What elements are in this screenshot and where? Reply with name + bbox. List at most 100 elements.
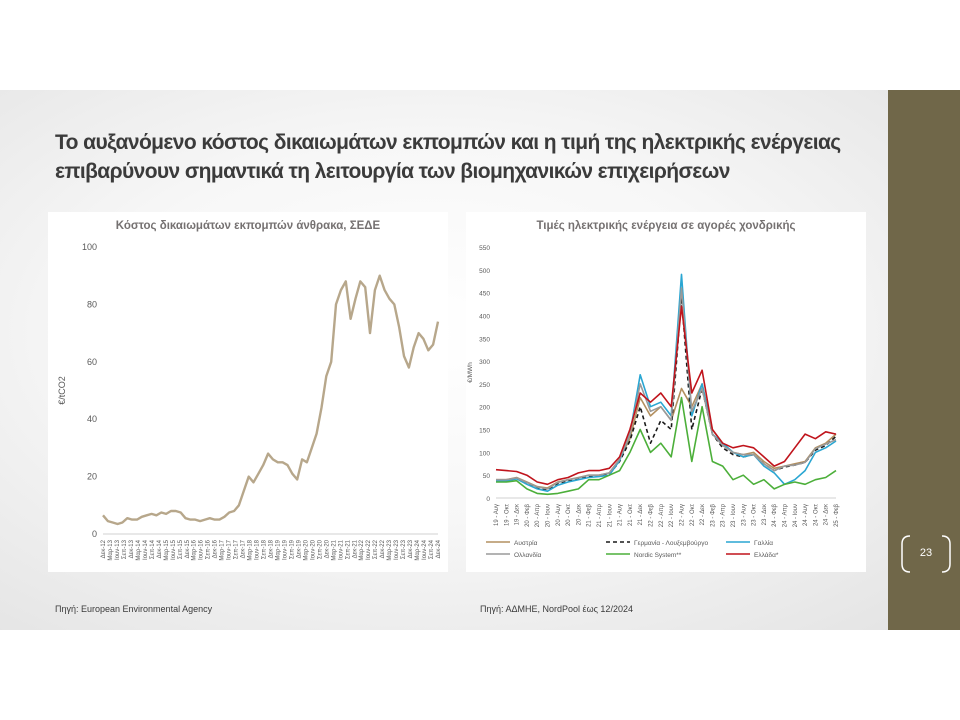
x-tick-label: Μαρ-17 [220, 539, 226, 560]
x-tick-label: 20 - Δεκ [576, 503, 582, 525]
y-tick-label: 40 [87, 414, 97, 424]
x-tick-label: Σεπ-20 [317, 539, 323, 559]
page-number: 23 [919, 547, 933, 559]
x-tick-label: Δεκ-14 [157, 539, 163, 558]
legend-label: Nordic System** [634, 552, 682, 559]
x-tick-label: 22 - Δεκ [700, 503, 706, 525]
x-tick-label: Ιουν-22 [366, 539, 372, 560]
x-tick-label: 24 - Οκτ [813, 503, 819, 526]
y-tick-label: 300 [479, 359, 490, 366]
x-tick-label: Μαρ-22 [359, 539, 365, 560]
y-tick-label: 150 [479, 428, 490, 435]
y-tick-label: 50 [483, 473, 491, 480]
x-tick-label: Σεπ-23 [401, 539, 407, 559]
x-tick-label: 24 - Αυγ [803, 504, 809, 526]
x-tick-label: 25 - Φεβ [834, 503, 840, 526]
x-tick-label: Σεπ-24 [429, 539, 435, 559]
x-tick-label: Μαρ-14 [136, 539, 142, 560]
x-tick-label: Ιουν-18 [255, 539, 261, 560]
x-tick-label: Δεκ-23 [408, 539, 414, 558]
y-tick-label: 250 [479, 382, 490, 389]
x-tick-label: 20 - Ιουν [546, 504, 552, 527]
x-tick-label: 21 - Απρ [597, 503, 603, 527]
x-tick-label: Μαρ-20 [303, 539, 309, 560]
x-tick-label: Δεκ-15 [185, 539, 191, 558]
legend-label: Γαλλία [754, 539, 773, 547]
legend-label: Ελλάδα* [754, 551, 779, 559]
x-tick-label: Σεπ-13 [122, 539, 128, 559]
x-tick-label: 23 - Δεκ [762, 503, 768, 525]
x-tick-label: Σεπ-19 [289, 539, 295, 559]
x-tick-label: 24 - Δεκ [824, 503, 830, 525]
x-tick-label: Ιουν-16 [199, 539, 205, 560]
x-tick-label: 19 - Δεκ [515, 503, 521, 525]
x-tick-label: 23 - Απρ [721, 503, 727, 527]
y-tick-label: 100 [479, 450, 490, 457]
y-tick-label: 200 [479, 405, 490, 412]
x-tick-label: Ιουν-21 [338, 539, 344, 560]
source-note-right: Πηγή: ΑΔΜΗΕ, NordPool έως 12/2024 [480, 604, 633, 614]
series-line-3 [496, 287, 837, 490]
series-line-5 [495, 305, 837, 486]
x-tick-label: Ιουν-19 [282, 539, 288, 560]
x-tick-label: Δεκ-21 [352, 539, 358, 558]
x-tick-label: Δεκ-12 [101, 539, 107, 558]
x-tick-label: 24 - Φεβ [772, 503, 778, 526]
x-tick-label: Μαρ-21 [331, 539, 337, 560]
x-tick-label: Δεκ-16 [213, 539, 219, 558]
x-tick-label: 20 - Οκτ [566, 503, 572, 526]
chart-title: Κόστος δικαιωμάτων εκπομπών άνθρακα, ΣΕΔ… [115, 220, 381, 232]
x-tick-label: 21 - Δεκ [638, 503, 644, 525]
x-tick-label: 20 - Απρ [535, 503, 541, 527]
x-tick-label: 22 - Οκτ [690, 503, 696, 526]
x-tick-label: Ιουν-17 [227, 539, 233, 560]
y-tick-label: 0 [92, 529, 97, 539]
series-line-4 [496, 396, 837, 496]
x-tick-label: 21 - Ιουν [607, 504, 613, 527]
y-axis-label: €/tCO2 [57, 376, 67, 405]
chart-canvas-wholesale-prices: 0 50 100 150 200 250 300 350 400 450 500 550 €/MWh 19… [467, 245, 840, 559]
x-tick-label: Ιουν-14 [143, 539, 149, 560]
y-axis-label: €/MWh [467, 362, 474, 383]
chart-emission-costs: Κόστος δικαιωμάτων εκπομπών άνθρακα, ΣΕΔ… [48, 212, 448, 572]
x-tick-label: 23 - Φεβ [710, 503, 716, 526]
y-tick-label: 500 [479, 268, 490, 275]
x-tick-label: 22 - Αυγ [679, 504, 685, 526]
legend-label: Γερμανία - Λουξεμβούργο [634, 539, 708, 547]
x-tick-label: Μαρ-15 [164, 539, 170, 560]
x-tick-label: Μαρ-13 [108, 539, 114, 560]
x-tick-label: 21 - Αυγ [618, 504, 624, 526]
x-tick-label: Ιουν-24 [422, 539, 428, 560]
y-tick-label: 450 [479, 291, 490, 298]
x-tick-label: Ιουν-15 [171, 539, 177, 560]
series-line-0 [102, 274, 440, 526]
x-tick-label: Σεπ-22 [373, 539, 379, 559]
y-tick-label: 80 [87, 299, 97, 309]
x-tick-label: 20 - Φεβ [525, 503, 531, 526]
page-title: Το αυξανόμενο κόστος δικαιωμάτων εκπομπώ… [55, 131, 841, 183]
legend-label: Ολλανδία [514, 551, 542, 559]
page-number-bracket [901, 535, 951, 573]
source-note-left: Πηγή: European Environmental Agency [55, 604, 213, 614]
x-tick-label: Σεπ-18 [262, 539, 268, 559]
slide: Το αυξανόμενο κόστος δικαιωμάτων εκπομπώ… [0, 90, 960, 630]
x-tick-label: Ιουν-13 [115, 539, 121, 560]
x-tick-label: Δεκ-17 [241, 539, 247, 558]
x-tick-label: Ιουν-20 [310, 539, 316, 560]
x-tick-label: Μαρ-24 [415, 539, 421, 560]
chart-title: Τιμές ηλεκτρικής ενέργεια σε αγορές χονδ… [536, 220, 796, 232]
y-tick-label: 550 [479, 245, 490, 252]
x-tick-label: Μαρ-19 [275, 539, 281, 560]
x-tick-label: 23 - Αυγ [741, 504, 747, 526]
x-tick-label: Δεκ-13 [129, 539, 135, 558]
x-tick-label: Σεπ-21 [345, 539, 351, 559]
x-tick-label: 19 - Οκτ [504, 503, 510, 526]
x-tick-label: Δεκ-20 [324, 539, 330, 558]
x-tick-label: 19 - Αυγ [494, 504, 500, 526]
x-tick-label: 22 - Απρ [659, 503, 665, 527]
x-tick-label: 20 - Αυγ [556, 504, 562, 526]
x-tick-label: Δεκ-18 [269, 539, 275, 558]
legend-label: Αυστρία [514, 539, 538, 547]
x-tick-label: 23 - Οκτ [752, 503, 758, 526]
